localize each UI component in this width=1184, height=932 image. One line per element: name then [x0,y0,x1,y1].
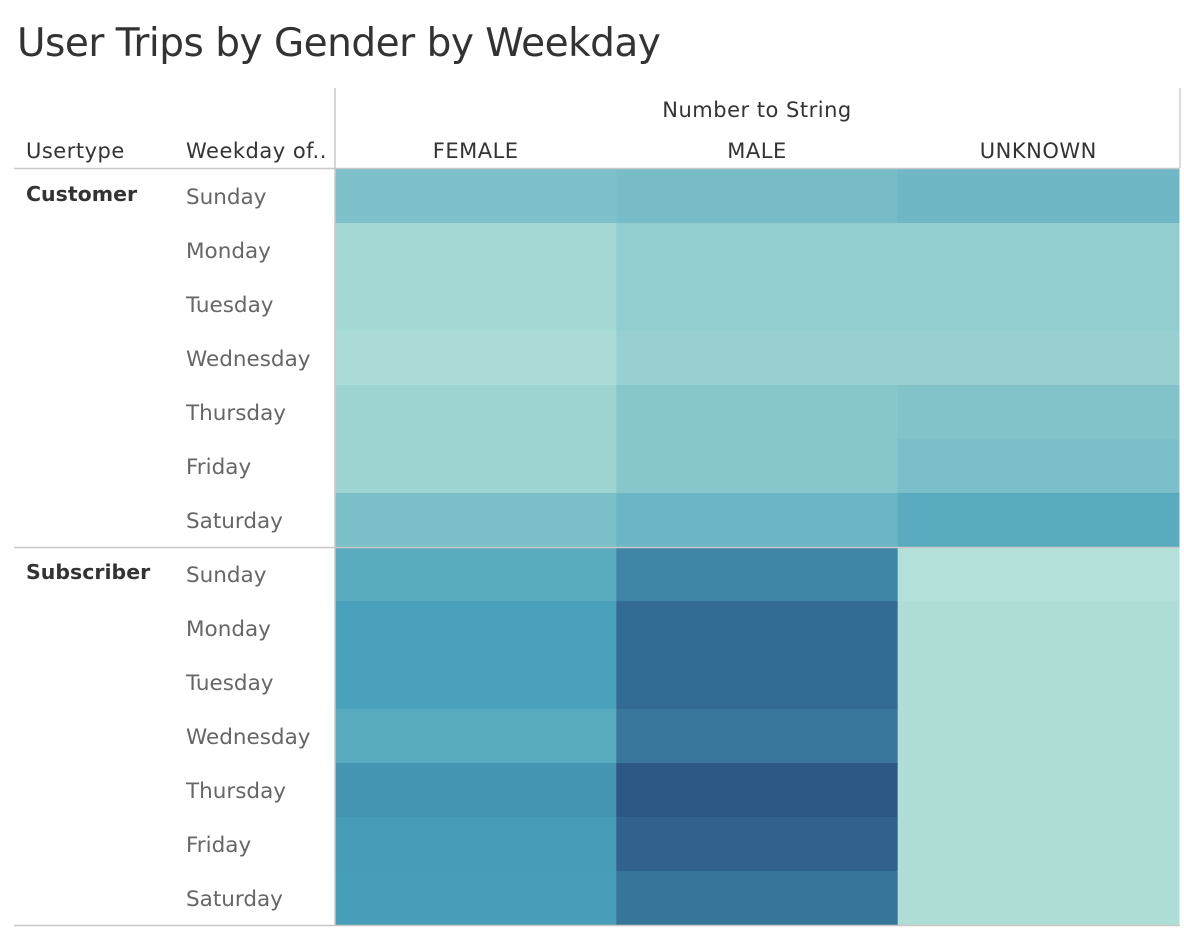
column-header-female: FEMALE [433,139,519,163]
weekday-label-customer-friday: Friday [186,455,251,480]
weekday-label-subscriber-wednesday: Wednesday [186,725,311,750]
heatmap-cell-subscriber-wednesday-female [335,709,617,764]
heatmap-cell-customer-sunday-unknown [897,169,1180,224]
weekday-label-subscriber-thursday: Thursday [185,779,286,804]
heatmap-cell-subscriber-saturday-female [335,871,617,926]
weekday-label-customer-thursday: Thursday [185,401,286,426]
heatmap-cell-subscriber-friday-unknown [897,817,1180,872]
heatmap-cell-subscriber-tuesday-female [335,655,617,710]
column-group-label: Number to String [662,98,851,122]
heatmap-cell-customer-thursday-male [616,385,899,440]
heatmap-cell-customer-tuesday-male [616,277,899,332]
heatmap-cell-customer-friday-unknown [897,439,1180,494]
heatmap-cell-subscriber-sunday-unknown [897,547,1180,602]
heatmap-cell-subscriber-monday-male [616,601,899,656]
heatmap-cell-customer-monday-male [616,223,899,278]
weekday-label-subscriber-saturday: Saturday [186,887,283,912]
column-header-unknown: UNKNOWN [980,139,1097,163]
heatmap-cell-customer-thursday-unknown [897,385,1180,440]
heatmap-cell-subscriber-sunday-male [616,547,899,602]
weekday-label-customer-wednesday: Wednesday [186,347,311,372]
heatmap-cell-subscriber-saturday-male [616,871,899,926]
heatmap-cell-subscriber-thursday-male [616,763,899,818]
heatmap-cell-customer-monday-female [335,223,617,278]
heatmap-cell-customer-thursday-female [335,385,617,440]
heatmap-cell-subscriber-tuesday-male [616,655,899,710]
heatmap-cell-customer-wednesday-unknown [897,331,1180,386]
heatmap-cell-customer-monday-unknown [897,223,1180,278]
heatmap-cell-subscriber-friday-female [335,817,617,872]
heatmap-cell-customer-saturday-unknown [897,493,1180,548]
heatmap-cell-subscriber-thursday-unknown [897,763,1180,818]
weekday-label-subscriber-monday: Monday [186,617,271,642]
heatmap-cell-customer-saturday-male [616,493,899,548]
heatmap-cell-customer-sunday-male [616,169,899,224]
weekday-label-subscriber-tuesday: Tuesday [185,671,274,696]
heatmap-cell-customer-sunday-female [335,169,617,224]
weekday-label-customer-sunday: Sunday [186,185,267,210]
heatmap-cell-subscriber-tuesday-unknown [897,655,1180,710]
heatmap-cell-customer-saturday-female [335,493,617,548]
column-header-male: MALE [727,139,786,163]
weekday-label-customer-saturday: Saturday [186,509,283,534]
heatmap-cell-subscriber-thursday-female [335,763,617,818]
heatmap-cell-customer-friday-female [335,439,617,494]
heatmap-cell-customer-tuesday-female [335,277,617,332]
row-header-weekday: Weekday of.. [186,139,327,163]
heatmap-cell-subscriber-sunday-female [335,547,617,602]
weekday-label-customer-monday: Monday [186,239,271,264]
chart-title: User Trips by Gender by Weekday [17,21,661,66]
heatmap-cell-subscriber-friday-male [616,817,899,872]
heatmap-cell-subscriber-wednesday-unknown [897,709,1180,764]
weekday-label-customer-tuesday: Tuesday [185,293,274,318]
heatmap-cell-subscriber-monday-female [335,601,617,656]
heatmap-cell-customer-wednesday-male [616,331,899,386]
weekday-label-subscriber-sunday: Sunday [186,563,267,588]
usertype-label-subscriber: Subscriber [26,560,151,584]
heatmap-cell-customer-wednesday-female [335,331,617,386]
heatmap-cell-subscriber-monday-unknown [897,601,1180,656]
heatmap-cell-subscriber-saturday-unknown [897,871,1180,926]
weekday-label-subscriber-friday: Friday [186,833,251,858]
row-header-usertype: Usertype [26,139,125,163]
heatmap-cell-subscriber-wednesday-male [616,709,899,764]
heatmap-cell-customer-tuesday-unknown [897,277,1180,332]
usertype-label-customer: Customer [26,182,138,206]
heatmap-cell-customer-friday-male [616,439,899,494]
